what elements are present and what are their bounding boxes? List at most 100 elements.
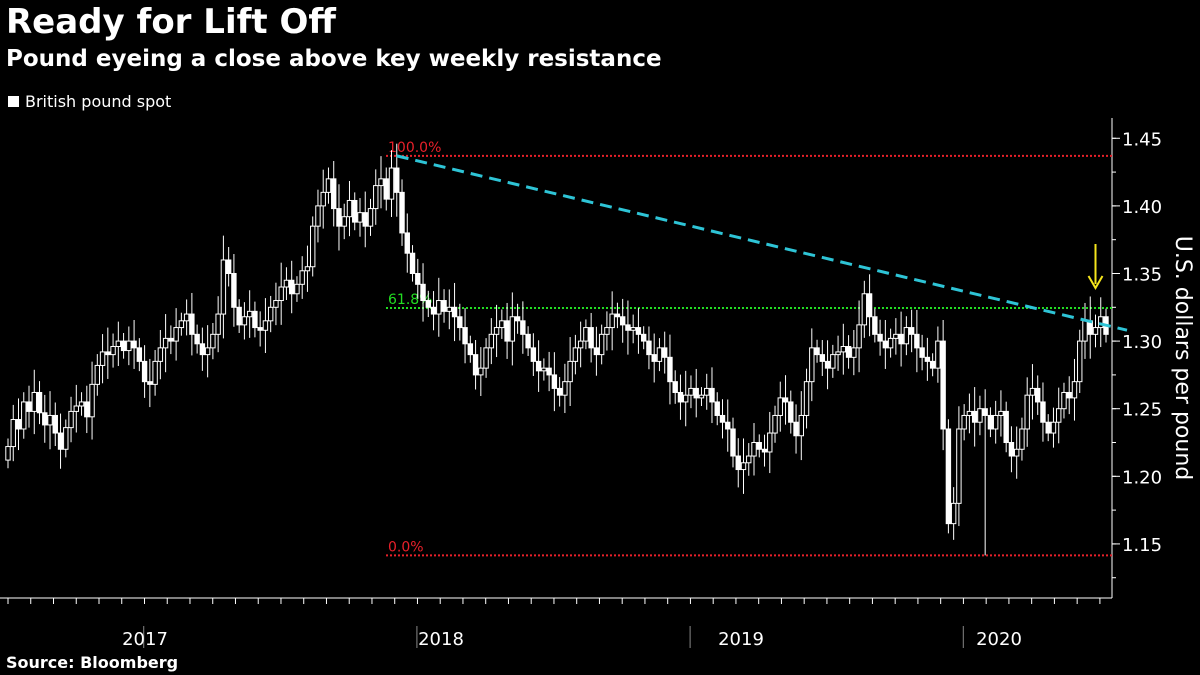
candle-body [929,360,936,369]
candle-body [399,191,405,234]
candle-body [21,401,27,430]
candle-body [950,502,957,525]
candle-body [478,367,484,376]
candle-body [383,178,389,200]
candle-body [336,208,342,227]
candle-body [1092,327,1099,335]
candle-body [898,333,904,345]
candle-body [661,347,668,358]
candle-body [210,333,216,349]
candle-body [126,340,132,352]
candle-body [1040,401,1046,423]
candle-body [273,300,279,308]
candle-body [1061,391,1067,410]
candle-body [420,283,426,302]
candle-body [556,387,563,396]
candle-body [541,367,547,372]
candle-body [499,320,505,329]
candle-body [698,394,705,399]
candle-body [52,414,58,434]
candle-body [919,347,925,358]
candle-body [409,252,416,274]
candle-body [131,340,137,349]
candle-body [162,337,169,349]
candle-body [1013,448,1020,457]
candle-body [89,383,95,418]
candle-body [520,320,526,335]
x-tick-label: 2017 [122,629,168,650]
candle-body [788,401,794,423]
candle-body [304,266,311,272]
chart-subtitle: Pound eyeing a close above key weekly re… [6,46,662,72]
candle-body [535,360,542,372]
candle-body [1071,381,1078,399]
candle-body [719,414,726,423]
candle-body [1024,394,1030,430]
candle-body [310,225,316,268]
candle-body [987,414,994,430]
candle-body [1066,391,1072,399]
candle-body [168,337,174,342]
candle-body [425,300,431,308]
candle-body [10,419,16,448]
y-tick-label: 1.20 [1122,467,1162,488]
candle-body [819,354,826,362]
candle-body [851,347,857,358]
candle-body [157,347,164,362]
candle-body [577,340,584,349]
candle-body [567,360,573,383]
candle-body [115,340,122,348]
legend: British pound spot [8,92,171,111]
candle-body [945,428,952,525]
y-tick-label: 1.35 [1122,264,1162,285]
candle-body [199,343,206,356]
candle-body [436,300,442,315]
candle-body [346,199,353,218]
candle-body [1008,442,1015,457]
x-tick-label: 2020 [976,629,1022,650]
candle-body [278,286,284,302]
candle-body [593,347,600,356]
candle-body [635,327,642,335]
candle-body [640,333,647,342]
candle-body [57,432,64,450]
candle-body [1098,316,1104,329]
candle-body [388,167,395,200]
candle-body [887,337,894,349]
candle-body [982,408,988,416]
candle-body [625,324,631,331]
candle-body [814,347,820,356]
candle-body [777,397,783,416]
candle-body [835,351,841,356]
candle-body [751,442,757,457]
candle-body [961,414,967,430]
candle-body [677,391,684,403]
candle-body [1029,387,1036,396]
candle-body [1077,340,1083,383]
candle-body [325,178,332,193]
candle-body [977,408,983,423]
candle-body [1019,428,1025,450]
candle-body [504,320,510,342]
candle-body [704,387,710,396]
candle-body [1003,410,1009,444]
candle-body [430,306,437,315]
candle-body [472,354,479,376]
candle-body [320,191,326,207]
candle-body [551,374,558,389]
candle-body [908,327,915,335]
candle-body [367,208,374,227]
candle-body [451,306,458,318]
candle-body [204,347,211,356]
candle-body [725,421,731,430]
y-tick-label: 1.30 [1122,332,1162,353]
candle-body [483,347,489,369]
candle-body [1035,387,1041,403]
candle-body [614,313,621,318]
candle-body [809,347,815,383]
candle-body [803,381,810,416]
candle-body [246,310,253,318]
candle-body [509,316,516,342]
legend-swatch [8,96,19,107]
candle-body [15,419,22,430]
